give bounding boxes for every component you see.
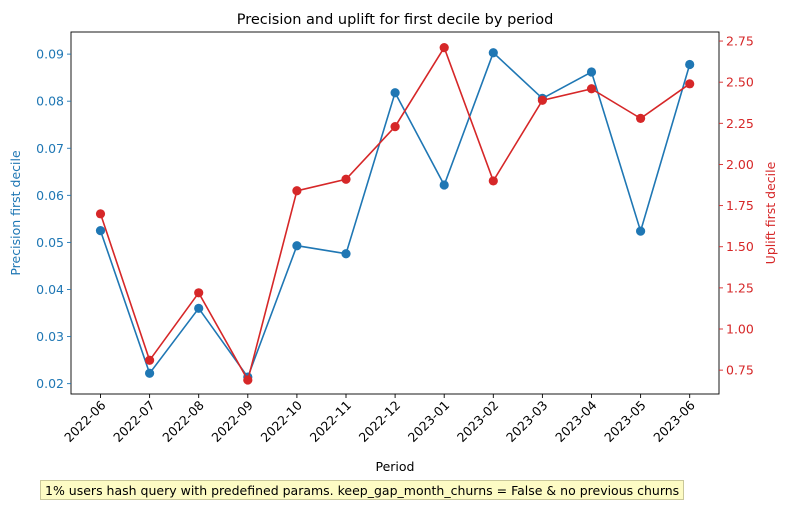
left-y-tick-label: 0.05 [36, 235, 64, 250]
left-y-axis-label: Precision first decile [8, 150, 23, 276]
precision-data-point [685, 59, 695, 70]
uplift-data-point [636, 113, 646, 123]
right-y-tick-label: 2.75 [726, 34, 754, 49]
chart-footnote: 1% users hash query with predefined para… [40, 480, 685, 500]
precision-data-point [95, 226, 106, 236]
uplift-data-point [292, 186, 302, 196]
x-tick-label: 2023-02 [454, 398, 502, 446]
uplift-data-point [439, 43, 449, 53]
uplift-data-point [537, 95, 548, 105]
x-tick-label: 2023-01 [405, 398, 453, 446]
right-y-tick-label: 1.75 [726, 198, 754, 213]
uplift-data-point [488, 176, 498, 186]
left-y-tick-label: 0.09 [36, 47, 64, 62]
x-tick-label: 2022-08 [159, 397, 207, 445]
uplift-data-point [145, 355, 155, 365]
x-tick-label: 2023-05 [601, 398, 649, 446]
plot-frame [70, 31, 720, 395]
left-y-tick-label: 0.02 [36, 376, 64, 391]
precision-data-point [145, 368, 155, 378]
x-tick-label: 2023-04 [552, 397, 600, 445]
chart-title: Precision and uplift for first decile by… [237, 12, 554, 28]
precision-data-point [636, 226, 646, 236]
left-y-tick-label: 0.07 [36, 141, 64, 156]
uplift-data-point [341, 174, 351, 184]
precision-data-point [488, 48, 498, 58]
x-tick-label: 2023-03 [503, 398, 551, 446]
right-y-tick-label: 2.25 [726, 116, 754, 131]
x-axis-label: Period [376, 459, 415, 474]
right-y-tick-label: 1.50 [726, 239, 754, 254]
uplift-data-point [685, 79, 695, 89]
x-tick-label: 2022-12 [356, 398, 404, 446]
right-y-tick-label: 2.50 [726, 75, 754, 90]
precision-data-point [292, 241, 302, 251]
right-y-tick-label: 1.00 [726, 322, 754, 337]
left-y-tick-label: 0.08 [36, 94, 64, 109]
x-tick-label: 2022-07 [110, 398, 158, 446]
left-y-tick-label: 0.03 [36, 329, 64, 344]
precision-series-line [99, 51, 691, 379]
precision-data-point [341, 249, 351, 259]
right-y-axis-label: Uplift first decile [763, 161, 778, 264]
x-tick-label: 2022-10 [257, 397, 305, 445]
uplift-data-point [243, 375, 253, 385]
right-y-tick-label: 2.00 [726, 157, 754, 172]
right-y-tick-label: 0.75 [726, 363, 754, 378]
precision-data-point [586, 67, 597, 77]
x-tick-label: 2022-06 [61, 397, 109, 445]
uplift-data-point [586, 84, 597, 94]
left-y-tick-label: 0.06 [36, 188, 64, 203]
x-tick-label: 2023-06 [650, 397, 698, 445]
left-y-tick-label: 0.04 [36, 282, 64, 297]
right-y-tick-label: 1.25 [726, 280, 754, 295]
x-tick-label: 2022-11 [307, 398, 355, 446]
uplift-data-point [390, 122, 400, 132]
precision-data-point [194, 303, 204, 313]
uplift-data-point [194, 288, 204, 298]
precision-data-point [390, 88, 400, 98]
precision-data-point [439, 180, 449, 190]
x-tick-label: 2022-09 [208, 397, 256, 445]
uplift-series-line [99, 45, 691, 383]
uplift-data-point [95, 209, 106, 219]
